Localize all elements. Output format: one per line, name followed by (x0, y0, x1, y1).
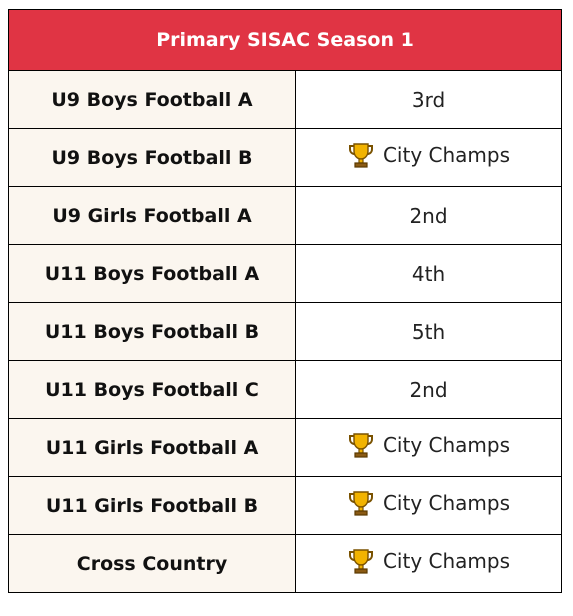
team-name-cell: Cross Country (8, 534, 296, 593)
team-name-cell: U11 Boys Football A (8, 244, 296, 303)
result-content: City Champs (347, 547, 510, 575)
result-content: 2nd (409, 378, 447, 402)
result-label: 4th (411, 261, 446, 286)
team-name-cell: U11 Girls Football B (8, 476, 296, 535)
result-cell: 4th (295, 244, 562, 303)
trophy-icon (347, 431, 375, 459)
table-body: U9 Boys Football A 3rd U9 Boys Football … (8, 70, 562, 593)
trophy-icon (347, 141, 375, 169)
result-label: City Champs (382, 549, 511, 573)
result-content: 4th (412, 262, 445, 286)
team-name-cell: U9 Boys Football B (8, 128, 296, 187)
result-content: 5th (412, 320, 445, 344)
result-label: 5th (411, 319, 446, 344)
team-name-cell: U11 Boys Football C (8, 360, 296, 419)
result-label: City Champs (382, 143, 511, 167)
result-content: 3rd (412, 88, 445, 112)
result-cell: City Champs (295, 128, 562, 187)
result-cell: 3rd (295, 70, 562, 129)
table-row: U9 Boys Football A 3rd (8, 70, 562, 129)
result-cell: City Champs (295, 534, 562, 593)
result-cell: 5th (295, 302, 562, 361)
result-label: 2nd (409, 377, 448, 402)
table-row: U11 Boys Football B 5th (8, 302, 562, 361)
table-row: U11 Boys Football C 2nd (8, 360, 562, 419)
team-name-cell: U11 Girls Football A (8, 418, 296, 477)
result-label: 3rd (411, 87, 446, 112)
team-name-cell: U11 Boys Football B (8, 302, 296, 361)
table-row: U11 Boys Football A 4th (8, 244, 562, 303)
table-row: U11 Girls Football A City Champs (8, 418, 562, 477)
header-row: Primary SISAC Season 1 (8, 9, 562, 71)
result-label: City Champs (382, 433, 511, 457)
result-cell: City Champs (295, 476, 562, 535)
table-row: Cross Country City Champs (8, 534, 562, 593)
result-content: City Champs (347, 141, 510, 169)
result-cell: 2nd (295, 360, 562, 419)
result-label: 2nd (409, 203, 448, 228)
table-row: U9 Boys Football B City Champs (8, 128, 562, 187)
result-cell: City Champs (295, 418, 562, 477)
result-content: City Champs (347, 489, 510, 517)
trophy-icon (347, 489, 375, 517)
trophy-icon (347, 547, 375, 575)
team-name-cell: U9 Boys Football A (8, 70, 296, 129)
table-row: U11 Girls Football B City Champs (8, 476, 562, 535)
table-row: U9 Girls Football A 2nd (8, 186, 562, 245)
team-name-cell: U9 Girls Football A (8, 186, 296, 245)
result-cell: 2nd (295, 186, 562, 245)
result-label: City Champs (382, 491, 511, 515)
results-table: Primary SISAC Season 1 U9 Boys Football … (8, 9, 562, 593)
result-content: City Champs (347, 431, 510, 459)
table-title: Primary SISAC Season 1 (8, 9, 562, 71)
result-content: 2nd (409, 204, 447, 228)
